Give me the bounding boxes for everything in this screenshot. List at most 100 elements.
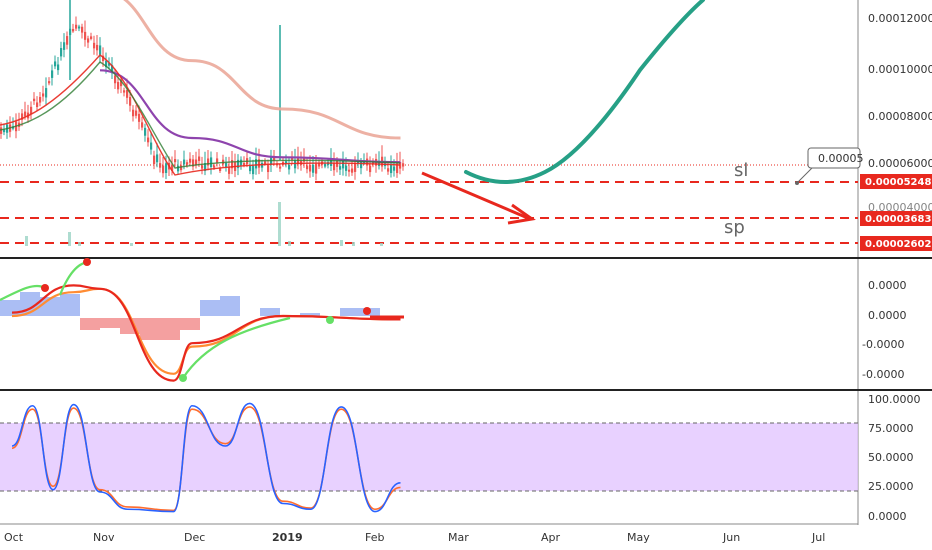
macd-histogram-bar (80, 318, 100, 330)
candle-body (105, 60, 108, 68)
macd-line-up-segment (182, 316, 291, 379)
candle-body (174, 159, 177, 163)
downward-arrow-shaft[interactable] (421, 171, 531, 221)
candle-body (75, 24, 78, 29)
candle-body (87, 38, 90, 43)
stoch-k-line[interactable] (11, 402, 401, 513)
candle-body (195, 159, 198, 166)
time-label-mar: Mar (448, 531, 469, 544)
callout-anchor[interactable] (795, 181, 799, 185)
macd-panel[interactable] (0, 258, 404, 382)
candle-body (126, 89, 129, 98)
candle-body (54, 61, 57, 67)
stoch-tick-label: 0.0000 (868, 510, 907, 523)
candle-body (84, 31, 87, 40)
candle-body (315, 163, 318, 174)
candle-body (165, 163, 168, 173)
macd-cross-marker (41, 284, 49, 292)
macd-cross-marker (179, 374, 187, 382)
stoch-rsi-panel[interactable] (11, 402, 401, 513)
candle-body (255, 159, 258, 169)
candle-body (207, 158, 210, 166)
candle-body (243, 162, 246, 165)
candle-body (183, 159, 186, 165)
candle-body (108, 63, 111, 66)
price-tick-label: 0.00008000 (868, 110, 932, 123)
candle-body (93, 42, 96, 49)
price-tag-tp2[interactable] (860, 236, 932, 251)
macd-histogram-bar (200, 300, 220, 316)
macd-histogram-bar (300, 313, 320, 316)
candle-body (24, 111, 27, 117)
candle-body (273, 157, 276, 161)
candle-body (210, 157, 213, 167)
candle-body (258, 159, 261, 168)
price-panel[interactable] (0, 0, 858, 246)
candle-body (21, 113, 24, 120)
candle-body (198, 156, 201, 161)
projection-curve[interactable] (464, 0, 705, 184)
time-label-apr: Apr (541, 531, 561, 544)
time-label-2019: 2019 (272, 531, 303, 544)
candle-body (72, 28, 75, 32)
moving-average-mid[interactable] (99, 69, 401, 164)
candle-body (129, 97, 132, 106)
macd-cross-marker (326, 316, 334, 324)
macd-histogram-bar (140, 318, 160, 340)
candle-body (0, 127, 3, 134)
candle-body (264, 161, 267, 165)
candle-body (135, 110, 138, 116)
candle-body (30, 106, 33, 115)
candle-body (252, 165, 255, 175)
volume-bar (340, 240, 343, 246)
price-tag-sl[interactable] (860, 174, 932, 189)
callout-box[interactable] (807, 147, 861, 169)
candle-body (159, 163, 162, 168)
candle-body (117, 82, 120, 90)
macd-line[interactable] (11, 284, 401, 382)
candle-body (48, 81, 51, 84)
candle-body (66, 36, 69, 45)
candle-body (240, 159, 243, 166)
price-tag-tp1[interactable] (860, 211, 932, 226)
macd-histogram-bar (0, 300, 20, 316)
time-label-feb: Feb (365, 531, 384, 544)
candle-body (354, 162, 357, 172)
volume-bar (380, 243, 383, 246)
macd-histogram-bar (100, 318, 120, 328)
stoch-tick-label: 75.0000 (868, 422, 914, 435)
candle-body (123, 90, 126, 93)
candle-body (279, 166, 282, 169)
time-label-oct: Oct (4, 531, 24, 544)
candle-body (45, 88, 48, 98)
time-label-jun: Jun (722, 531, 740, 544)
candle-body (228, 166, 231, 174)
candle-body (324, 163, 327, 167)
candle-body (399, 161, 402, 169)
macd-tick-label: 0.0000 (868, 309, 907, 322)
macd-tick-label: -0.0000 (862, 368, 904, 381)
annotation-sl[interactable]: sl (734, 160, 748, 181)
volume-bar (130, 243, 133, 246)
candle-body (144, 127, 147, 136)
candle-body (288, 165, 291, 170)
candle-body (39, 96, 42, 103)
candle-body (231, 159, 234, 169)
macd-histogram-bar (180, 318, 200, 330)
candle-body (96, 44, 99, 51)
moving-average-long[interactable] (100, 0, 401, 140)
candle-body (63, 42, 66, 50)
candle-body (99, 45, 102, 55)
candle-body (306, 165, 309, 170)
candle-body (114, 75, 117, 84)
annotation-sp[interactable]: sp (724, 217, 745, 238)
macd-histogram-bar (260, 308, 280, 316)
candle-body (102, 55, 105, 62)
time-label-may: May (627, 531, 650, 544)
candle-body (162, 165, 165, 174)
candle-body (171, 164, 174, 171)
price-tick-label: 0.00006000 (868, 157, 932, 170)
macd-cross-marker (363, 307, 371, 315)
stoch-tick-label: 50.0000 (868, 451, 914, 464)
